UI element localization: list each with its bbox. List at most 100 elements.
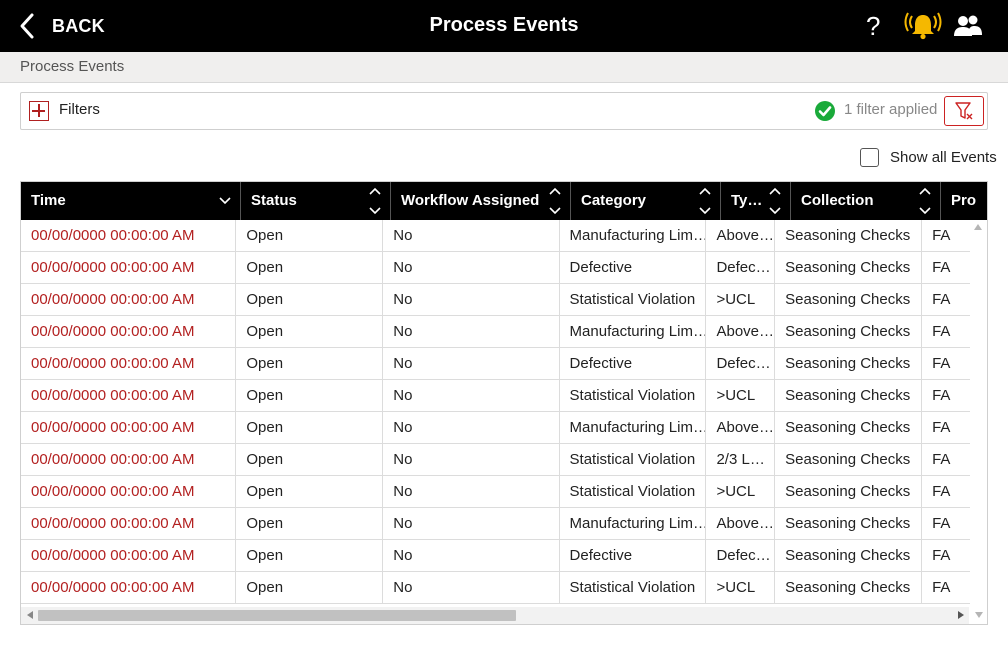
cell-workflow-assigned: No [383, 412, 560, 443]
scroll-up-arrow-icon[interactable] [974, 224, 982, 230]
show-all-checkbox[interactable] [860, 148, 879, 167]
cell-type: >UCL [706, 284, 776, 315]
cell-status: Open [236, 348, 384, 379]
show-all-events-toggle[interactable]: Show all Events [860, 148, 997, 167]
cell-status: Open [236, 316, 384, 347]
scroll-down-arrow-icon[interactable] [975, 612, 983, 618]
sort-icon[interactable] [698, 187, 712, 215]
column-header-label: Workflow Assigned [401, 192, 540, 209]
column-header-label: Pro [951, 192, 977, 209]
cell-status: Open [236, 444, 384, 475]
cell-time: 00/00/0000 00:00:00 AM [21, 508, 237, 539]
back-button[interactable]: BACK [18, 12, 105, 40]
cell-category: Manufacturing Lim… [560, 412, 707, 443]
cell-collection: Seasoning Checks [775, 348, 923, 379]
alarm-bell-icon[interactable] [904, 10, 942, 42]
filters-label[interactable]: Filters [59, 101, 100, 118]
column-header-collection[interactable]: Collection [791, 182, 941, 220]
filter-status: 1 filter applied [844, 101, 938, 118]
cell-workflow-assigned: No [383, 348, 560, 379]
cell-category: Manufacturing Lim… [560, 508, 707, 539]
scroll-left-arrow-icon[interactable] [27, 611, 33, 619]
cell-collection: Seasoning Checks [775, 572, 923, 603]
table-row[interactable]: 00/00/0000 00:00:00 AM Open No Manufacturin… [21, 316, 981, 348]
column-header-label: Collection [801, 192, 874, 209]
cell-category: Statistical Violation [560, 476, 707, 507]
clear-filter-button[interactable] [944, 96, 984, 126]
cell-type: Above… [706, 508, 776, 539]
scroll-right-arrow-icon[interactable] [958, 611, 964, 619]
cell-workflow-assigned: No [383, 284, 560, 315]
cell-collection: Seasoning Checks [775, 316, 923, 347]
sort-icon[interactable] [548, 187, 562, 215]
plus-square-icon[interactable] [29, 101, 49, 121]
cell-time: 00/00/0000 00:00:00 AM [21, 348, 237, 379]
vertical-scrollbar[interactable] [970, 220, 987, 608]
cell-category: Manufacturing Lim… [560, 316, 707, 347]
breadcrumb[interactable]: Process Events [20, 58, 125, 75]
column-header-category[interactable]: Category [571, 182, 721, 220]
column-header-workflow-assigned[interactable]: Workflow Assigned [391, 182, 571, 220]
cell-collection: Seasoning Checks [775, 444, 923, 475]
sort-icon[interactable] [368, 187, 382, 215]
cell-time: 00/00/0000 00:00:00 AM [21, 476, 237, 507]
cell-type: >UCL [706, 380, 776, 411]
cell-category: Statistical Violation [560, 284, 707, 315]
page-title: Process Events [429, 14, 579, 36]
sort-icon[interactable] [918, 187, 932, 215]
table-row[interactable]: 00/00/0000 00:00:00 AM Open No Defective Def… [21, 540, 981, 572]
cell-type: >UCL [706, 572, 776, 603]
cell-workflow-assigned: No [383, 508, 560, 539]
cell-time: 00/00/0000 00:00:00 AM [21, 540, 237, 571]
cell-status: Open [236, 380, 384, 411]
cell-status: Open [236, 412, 384, 443]
cell-workflow-assigned: No [383, 476, 560, 507]
chevron-down-icon[interactable] [218, 187, 232, 215]
cell-type: Above… [706, 412, 776, 443]
cell-workflow-assigned: No [383, 252, 560, 283]
table-row[interactable]: 00/00/0000 00:00:00 AM Open No Statistical … [21, 380, 981, 412]
chevron-left-icon [20, 13, 34, 39]
table-row[interactable]: 00/00/0000 00:00:00 AM Open No Statistical … [21, 444, 981, 476]
cell-time: 00/00/0000 00:00:00 AM [21, 380, 237, 411]
cell-workflow-assigned: No [383, 540, 560, 571]
table-row[interactable]: 00/00/0000 00:00:00 AM Open No Manufacturin… [21, 220, 981, 252]
table-row[interactable]: 00/00/0000 00:00:00 AM Open No Statistical … [21, 572, 981, 604]
filters-panel: Filters 1 filter applied [20, 92, 988, 130]
table-row[interactable]: 00/00/0000 00:00:00 AM Open No Statistical … [21, 284, 981, 316]
cell-type: Defec… [706, 252, 776, 283]
table-header: Time Status Workflow Assigned Category Ty… Co… [21, 182, 987, 220]
table-row[interactable]: 00/00/0000 00:00:00 AM Open No Statistical … [21, 476, 981, 508]
cell-category: Defective [560, 348, 707, 379]
table-row[interactable]: 00/00/0000 00:00:00 AM Open No Manufacturin… [21, 412, 981, 444]
users-icon[interactable] [954, 12, 982, 40]
column-header-label: Status [251, 192, 297, 209]
column-header-time[interactable]: Time [21, 182, 241, 220]
horizontal-scroll-thumb[interactable] [38, 610, 516, 621]
cell-workflow-assigned: No [383, 444, 560, 475]
horizontal-scrollbar[interactable] [21, 607, 969, 624]
cell-category: Statistical Violation [560, 444, 707, 475]
column-header-type[interactable]: Ty… [721, 182, 791, 220]
column-header-status[interactable]: Status [241, 182, 391, 220]
check-circle-icon [815, 101, 835, 121]
breadcrumb-bar: Process Events [0, 52, 1008, 83]
cell-category: Defective [560, 540, 707, 571]
cell-category: Statistical Violation [560, 380, 707, 411]
help-icon[interactable]: ? [866, 11, 881, 41]
table-row[interactable]: 00/00/0000 00:00:00 AM Open No Defective Def… [21, 252, 981, 284]
top-bar: BACK Process Events ? [0, 0, 1008, 52]
cell-status: Open [236, 508, 384, 539]
cell-status: Open [236, 572, 384, 603]
column-header-process[interactable]: Pro [941, 182, 987, 220]
sort-icon[interactable] [768, 187, 782, 215]
cell-collection: Seasoning Checks [775, 508, 923, 539]
filter-clear-icon [955, 102, 973, 120]
cell-workflow-assigned: No [383, 380, 560, 411]
column-header-label: Ty… [731, 192, 763, 209]
cell-type: Defec… [706, 540, 776, 571]
cell-time: 00/00/0000 00:00:00 AM [21, 220, 237, 251]
cell-collection: Seasoning Checks [775, 412, 923, 443]
table-row[interactable]: 00/00/0000 00:00:00 AM Open No Manufacturin… [21, 508, 981, 540]
table-row[interactable]: 00/00/0000 00:00:00 AM Open No Defective Def… [21, 348, 981, 380]
